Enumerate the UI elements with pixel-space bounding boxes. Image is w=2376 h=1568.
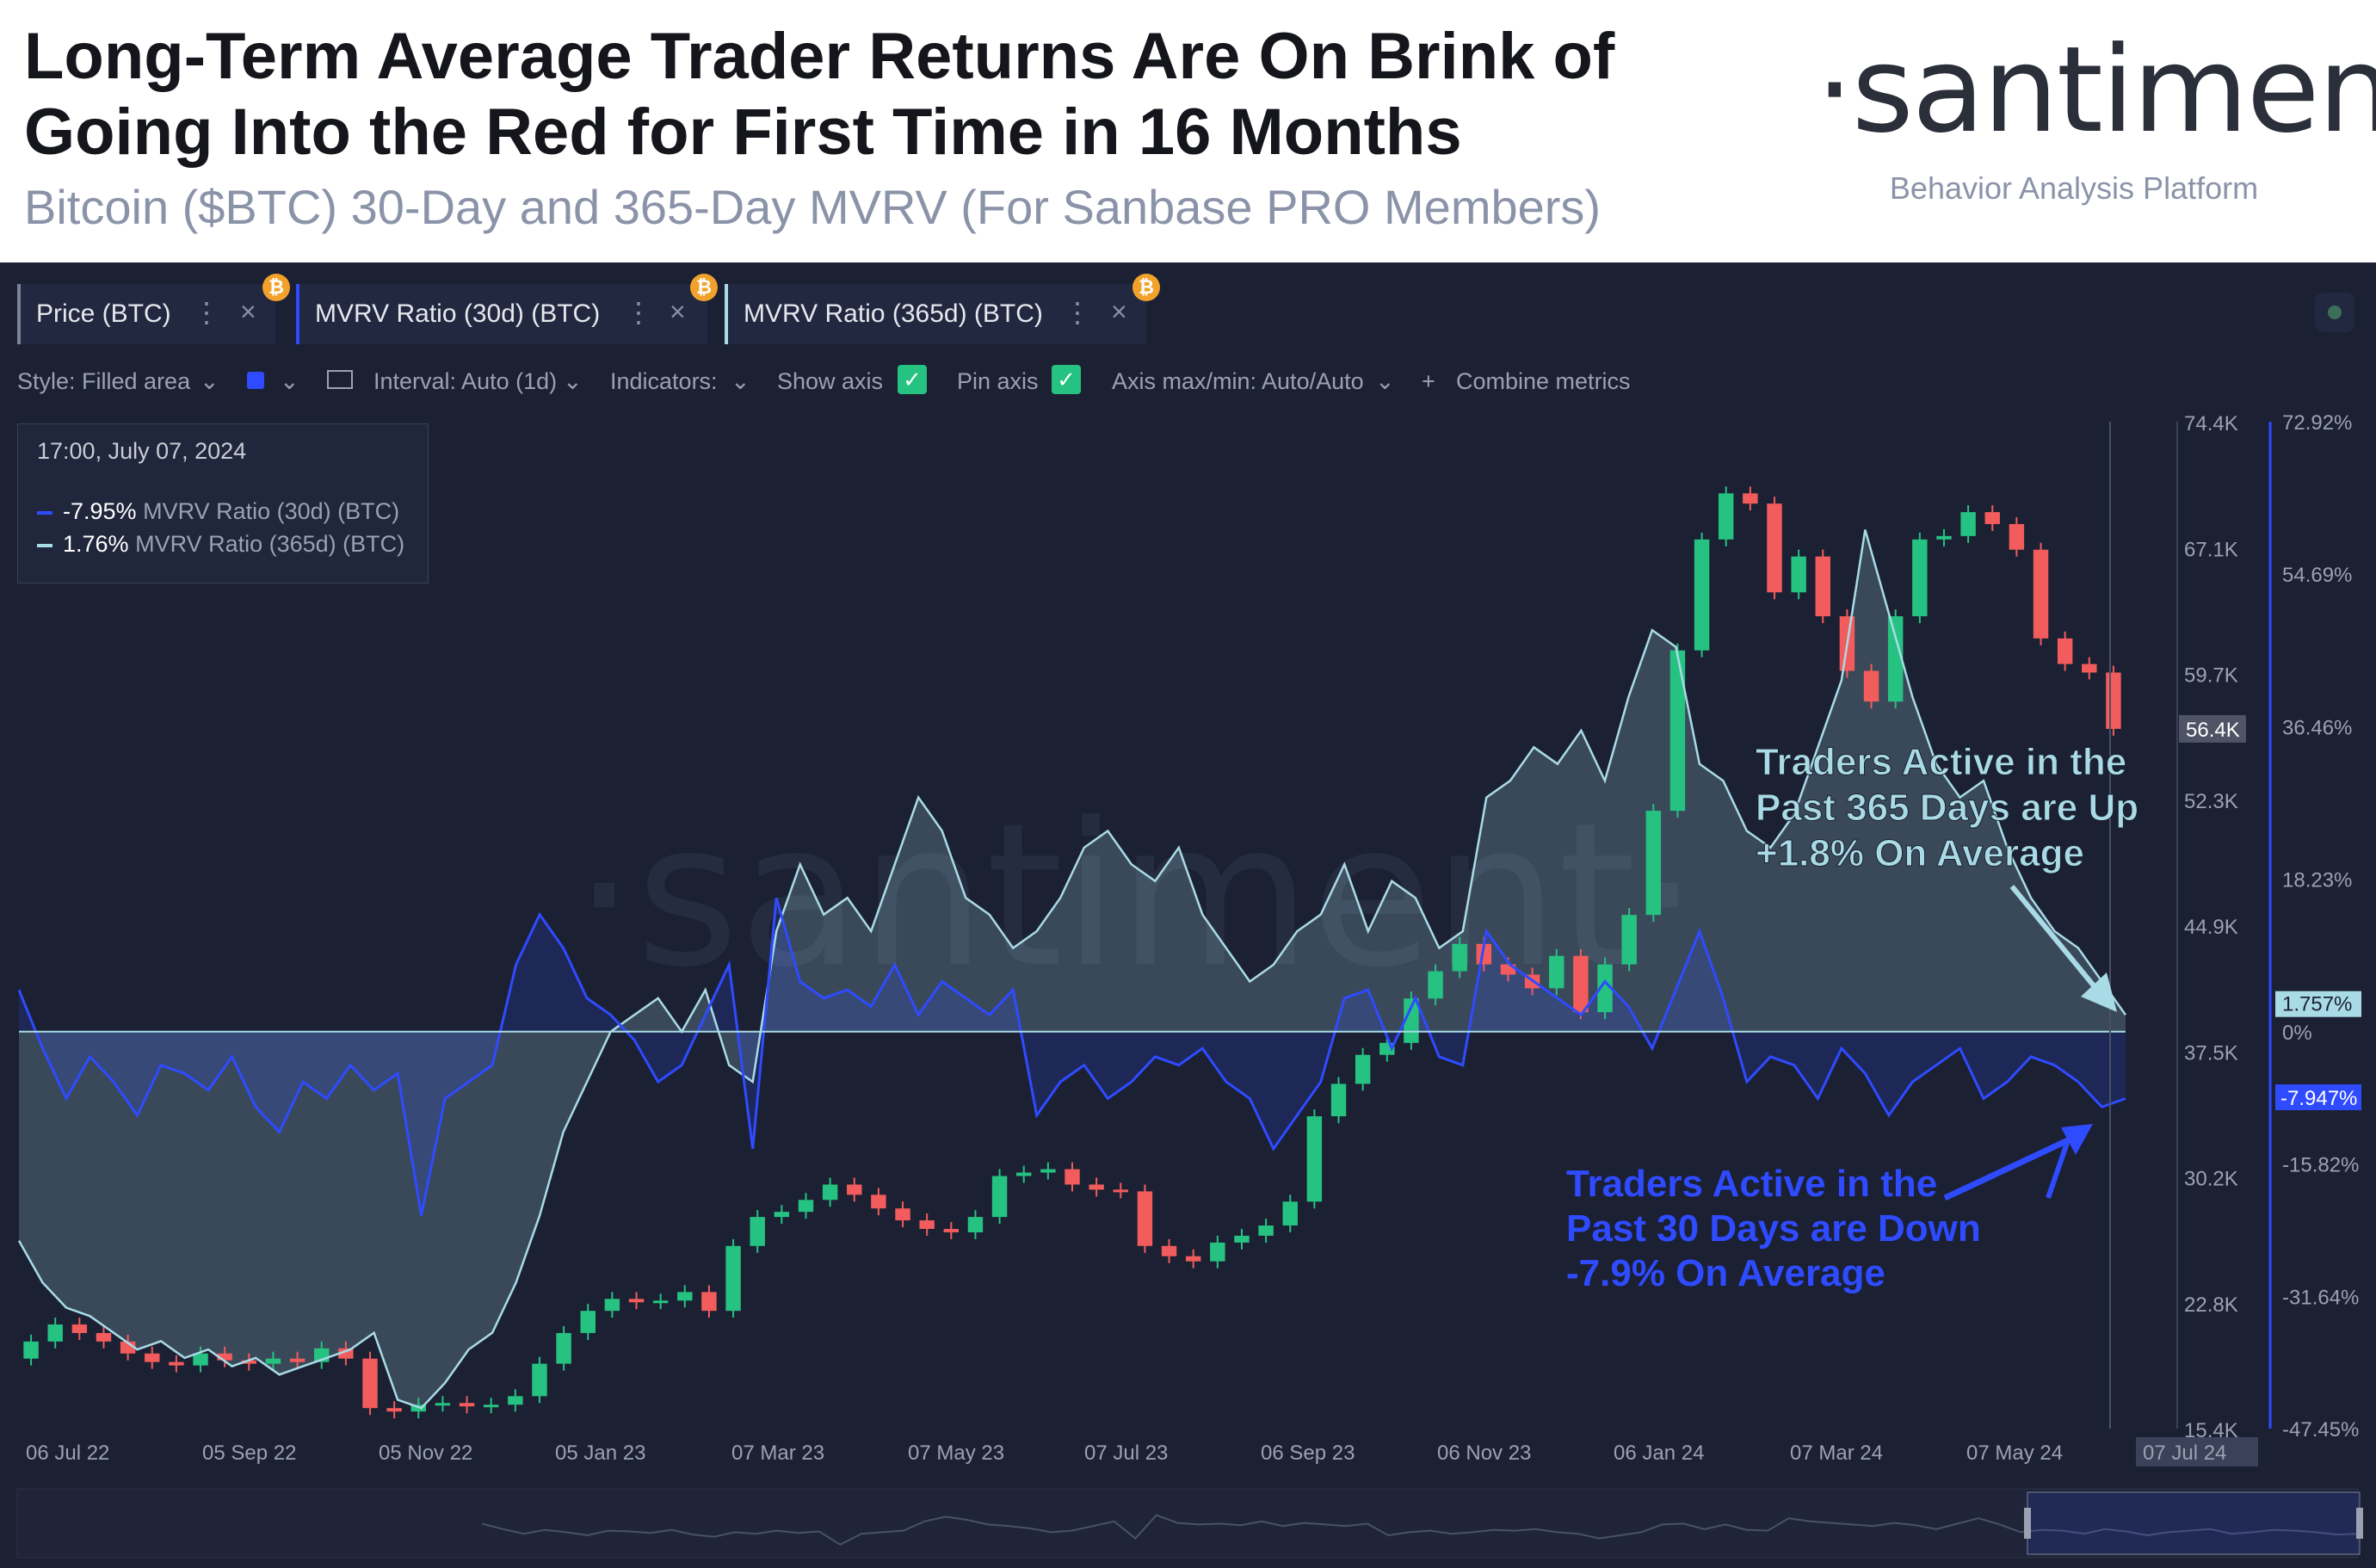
interval-select[interactable]: Interval: Auto (1d) xyxy=(373,368,558,394)
tooltip-legend: 17:00, July 07, 2024 -7.95% MVRV Ratio (… xyxy=(17,423,429,583)
tab-label: MVRV Ratio (30d) (BTC) xyxy=(315,299,601,328)
chevron-down-icon[interactable]: ⌄ xyxy=(200,368,219,394)
tab-label: Price (BTC) xyxy=(36,299,171,328)
close-icon[interactable]: × xyxy=(240,296,256,327)
tab-mvrv-365d[interactable]: MVRV Ratio (365d) (BTC) ⋮ × xyxy=(725,284,1146,344)
plus-icon[interactable]: + xyxy=(1422,368,1435,394)
chevron-down-icon[interactable]: ⌄ xyxy=(1375,368,1395,394)
show-axis-label: Show axis xyxy=(777,368,884,394)
legend-swatch-icon xyxy=(37,510,52,515)
page-title: Long-Term Average Trader Returns Are On … xyxy=(24,20,1615,169)
close-icon[interactable]: × xyxy=(670,296,686,327)
status-indicator-icon[interactable] xyxy=(2315,293,2354,332)
chart-toolbar: Style: Filled area ⌄ ⌄ Interval: Auto (1… xyxy=(0,361,2376,403)
style-select[interactable]: Style: Filled area xyxy=(17,368,191,394)
legend-swatch-icon xyxy=(37,543,52,547)
more-options-icon[interactable]: ⋮ xyxy=(625,297,652,328)
color-swatch[interactable] xyxy=(247,372,264,389)
more-options-icon[interactable]: ⋮ xyxy=(193,297,220,328)
legend-value: -7.95% xyxy=(63,498,137,524)
more-options-icon[interactable]: ⋮ xyxy=(1064,297,1091,328)
tab-label: MVRV Ratio (365d) (BTC) xyxy=(744,299,1043,328)
bitcoin-icon: ₿ xyxy=(262,274,290,301)
legend-label: MVRV Ratio (365d) (BTC) xyxy=(135,531,405,557)
brand-tagline: Behavior Analysis Platform xyxy=(1889,170,2259,206)
close-icon[interactable]: × xyxy=(1111,296,1127,327)
bitcoin-icon: ₿ xyxy=(1132,274,1160,301)
axis-maxmin-select[interactable]: Axis max/min: Auto/Auto xyxy=(1112,368,1364,394)
combine-metrics-button[interactable]: Combine metrics xyxy=(1456,368,1631,394)
page-subtitle: Bitcoin ($BTC) 30-Day and 365-Day MVRV (… xyxy=(24,180,1601,234)
calendar-icon xyxy=(327,370,353,389)
header: Long-Term Average Trader Returns Are On … xyxy=(0,0,2376,262)
chevron-down-icon[interactable]: ⌄ xyxy=(563,368,583,394)
show-axis-checkbox[interactable]: ✓ xyxy=(898,365,927,394)
tab-mvrv-30d[interactable]: MVRV Ratio (30d) (BTC) ⋮ × xyxy=(296,284,707,344)
indicators-select[interactable]: Indicators: xyxy=(610,368,718,394)
legend-row-mvrv-30d: -7.95% MVRV Ratio (30d) (BTC) xyxy=(37,498,399,525)
pin-axis-checkbox[interactable]: ✓ xyxy=(1052,365,1081,394)
tab-price-btc[interactable]: Price (BTC) ⋮ × xyxy=(17,284,275,344)
chevron-down-icon[interactable]: ⌄ xyxy=(731,368,750,394)
pin-axis-label: Pin axis xyxy=(957,368,1039,394)
chevron-down-icon[interactable]: ⌄ xyxy=(280,368,299,394)
legend-row-mvrv-365d: 1.76% MVRV Ratio (365d) (BTC) xyxy=(37,531,404,558)
legend-date: 17:00, July 07, 2024 xyxy=(37,438,247,464)
santiment-logo: ·santiment· xyxy=(1816,21,2376,159)
legend-value: 1.76% xyxy=(63,531,129,557)
legend-label: MVRV Ratio (30d) (BTC) xyxy=(143,498,400,524)
bitcoin-icon: ₿ xyxy=(690,274,718,301)
